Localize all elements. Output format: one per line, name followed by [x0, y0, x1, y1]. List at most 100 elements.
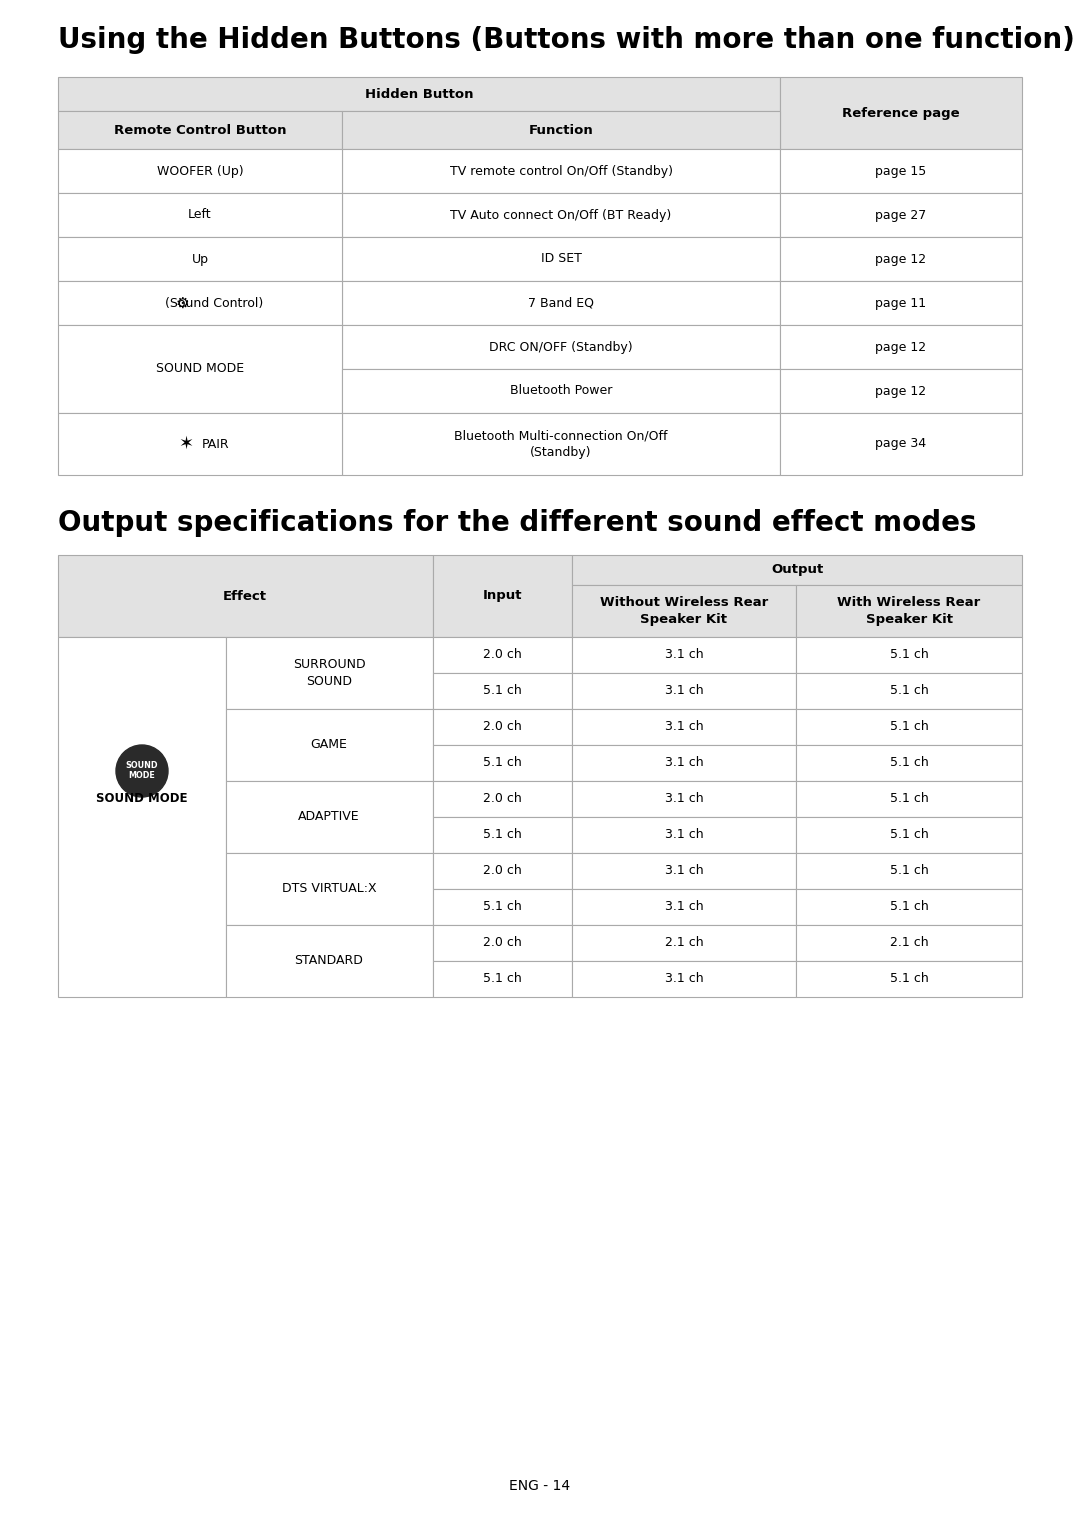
Bar: [58, 637, 226, 997]
Text: ✶: ✶: [178, 435, 193, 453]
Text: With Wireless Rear
Speaker Kit: With Wireless Rear Speaker Kit: [837, 596, 981, 625]
Text: TV Auto connect On/Off (BT Ready): TV Auto connect On/Off (BT Ready): [450, 208, 672, 222]
Bar: [780, 193, 1022, 237]
Text: Function: Function: [528, 124, 593, 136]
Text: 3.1 ch: 3.1 ch: [664, 792, 703, 806]
Text: Output specifications for the different sound effect modes: Output specifications for the different …: [58, 509, 976, 538]
Bar: [433, 961, 572, 997]
Bar: [433, 745, 572, 781]
Bar: [796, 889, 1022, 925]
Text: 2.0 ch: 2.0 ch: [483, 720, 522, 734]
Text: SOUND MODE: SOUND MODE: [156, 363, 244, 375]
Bar: [796, 745, 1022, 781]
Bar: [342, 237, 780, 280]
Text: (Sound Control): (Sound Control): [165, 297, 264, 309]
Bar: [780, 280, 1022, 325]
Text: 3.1 ch: 3.1 ch: [664, 829, 703, 841]
Text: Output: Output: [771, 564, 823, 576]
Bar: [433, 889, 572, 925]
Text: 3.1 ch: 3.1 ch: [664, 648, 703, 662]
Bar: [433, 817, 572, 853]
Text: 2.1 ch: 2.1 ch: [664, 936, 703, 950]
Text: 3.1 ch: 3.1 ch: [664, 720, 703, 734]
Bar: [796, 853, 1022, 889]
Text: Up: Up: [191, 253, 208, 265]
Bar: [342, 110, 780, 149]
Bar: [572, 889, 796, 925]
Text: SOUND MODE: SOUND MODE: [96, 792, 188, 806]
Text: Using the Hidden Buttons (Buttons with more than one function): Using the Hidden Buttons (Buttons with m…: [58, 26, 1075, 54]
Bar: [572, 961, 796, 997]
Bar: [796, 709, 1022, 745]
Bar: [796, 961, 1022, 997]
Text: 3.1 ch: 3.1 ch: [664, 757, 703, 769]
Text: 5.1 ch: 5.1 ch: [890, 757, 929, 769]
Bar: [58, 193, 342, 237]
Bar: [58, 325, 342, 414]
Bar: [796, 637, 1022, 673]
Text: 5.1 ch: 5.1 ch: [890, 829, 929, 841]
Bar: [433, 925, 572, 961]
Bar: [780, 369, 1022, 414]
Bar: [796, 673, 1022, 709]
Text: 3.1 ch: 3.1 ch: [664, 973, 703, 985]
Text: 2.0 ch: 2.0 ch: [483, 864, 522, 878]
Text: Without Wireless Rear
Speaker Kit: Without Wireless Rear Speaker Kit: [599, 596, 768, 625]
Bar: [796, 585, 1022, 637]
Text: GAME: GAME: [311, 738, 348, 752]
Bar: [58, 149, 342, 193]
Text: Left: Left: [188, 208, 212, 222]
Text: Remote Control Button: Remote Control Button: [113, 124, 286, 136]
Bar: [780, 414, 1022, 475]
Text: MODE: MODE: [129, 772, 156, 780]
Bar: [58, 280, 342, 325]
Text: DTS VIRTUAL:X: DTS VIRTUAL:X: [282, 882, 376, 896]
Text: STANDARD: STANDARD: [295, 954, 364, 968]
Text: Reference page: Reference page: [842, 107, 960, 119]
Bar: [780, 149, 1022, 193]
Bar: [226, 925, 433, 997]
Bar: [796, 781, 1022, 817]
Bar: [226, 853, 433, 925]
Bar: [433, 709, 572, 745]
Text: 5.1 ch: 5.1 ch: [483, 973, 522, 985]
Text: ID SET: ID SET: [541, 253, 581, 265]
Text: 2.0 ch: 2.0 ch: [483, 936, 522, 950]
Text: Effect: Effect: [222, 590, 267, 602]
Text: 5.1 ch: 5.1 ch: [890, 901, 929, 913]
Text: page 34: page 34: [876, 438, 927, 450]
Text: Bluetooth Power: Bluetooth Power: [510, 385, 612, 397]
Circle shape: [116, 745, 168, 797]
Bar: [342, 325, 780, 369]
Bar: [572, 853, 796, 889]
Bar: [58, 77, 780, 110]
Bar: [342, 149, 780, 193]
Text: 5.1 ch: 5.1 ch: [483, 901, 522, 913]
Bar: [226, 781, 433, 853]
Text: SURROUND
SOUND: SURROUND SOUND: [293, 659, 365, 688]
Text: page 15: page 15: [876, 164, 927, 178]
Text: page 27: page 27: [876, 208, 927, 222]
Text: PAIR: PAIR: [202, 438, 230, 450]
Text: 2.1 ch: 2.1 ch: [890, 936, 929, 950]
Text: SOUND: SOUND: [125, 760, 159, 769]
Bar: [58, 555, 433, 637]
Text: 5.1 ch: 5.1 ch: [890, 648, 929, 662]
Text: 3.1 ch: 3.1 ch: [664, 901, 703, 913]
Bar: [226, 637, 433, 709]
Text: Bluetooth Multi-connection On/Off
(Standby): Bluetooth Multi-connection On/Off (Stand…: [455, 429, 667, 458]
Bar: [433, 853, 572, 889]
Bar: [572, 781, 796, 817]
Text: page 11: page 11: [876, 297, 927, 309]
Bar: [572, 925, 796, 961]
Text: ENG - 14: ENG - 14: [510, 1478, 570, 1494]
Text: 5.1 ch: 5.1 ch: [890, 792, 929, 806]
Bar: [342, 280, 780, 325]
Text: ADAPTIVE: ADAPTIVE: [298, 810, 360, 824]
Bar: [780, 77, 1022, 149]
Text: 5.1 ch: 5.1 ch: [483, 757, 522, 769]
Text: 7 Band EQ: 7 Band EQ: [528, 297, 594, 309]
Bar: [572, 585, 796, 637]
Bar: [342, 414, 780, 475]
Bar: [58, 237, 342, 280]
